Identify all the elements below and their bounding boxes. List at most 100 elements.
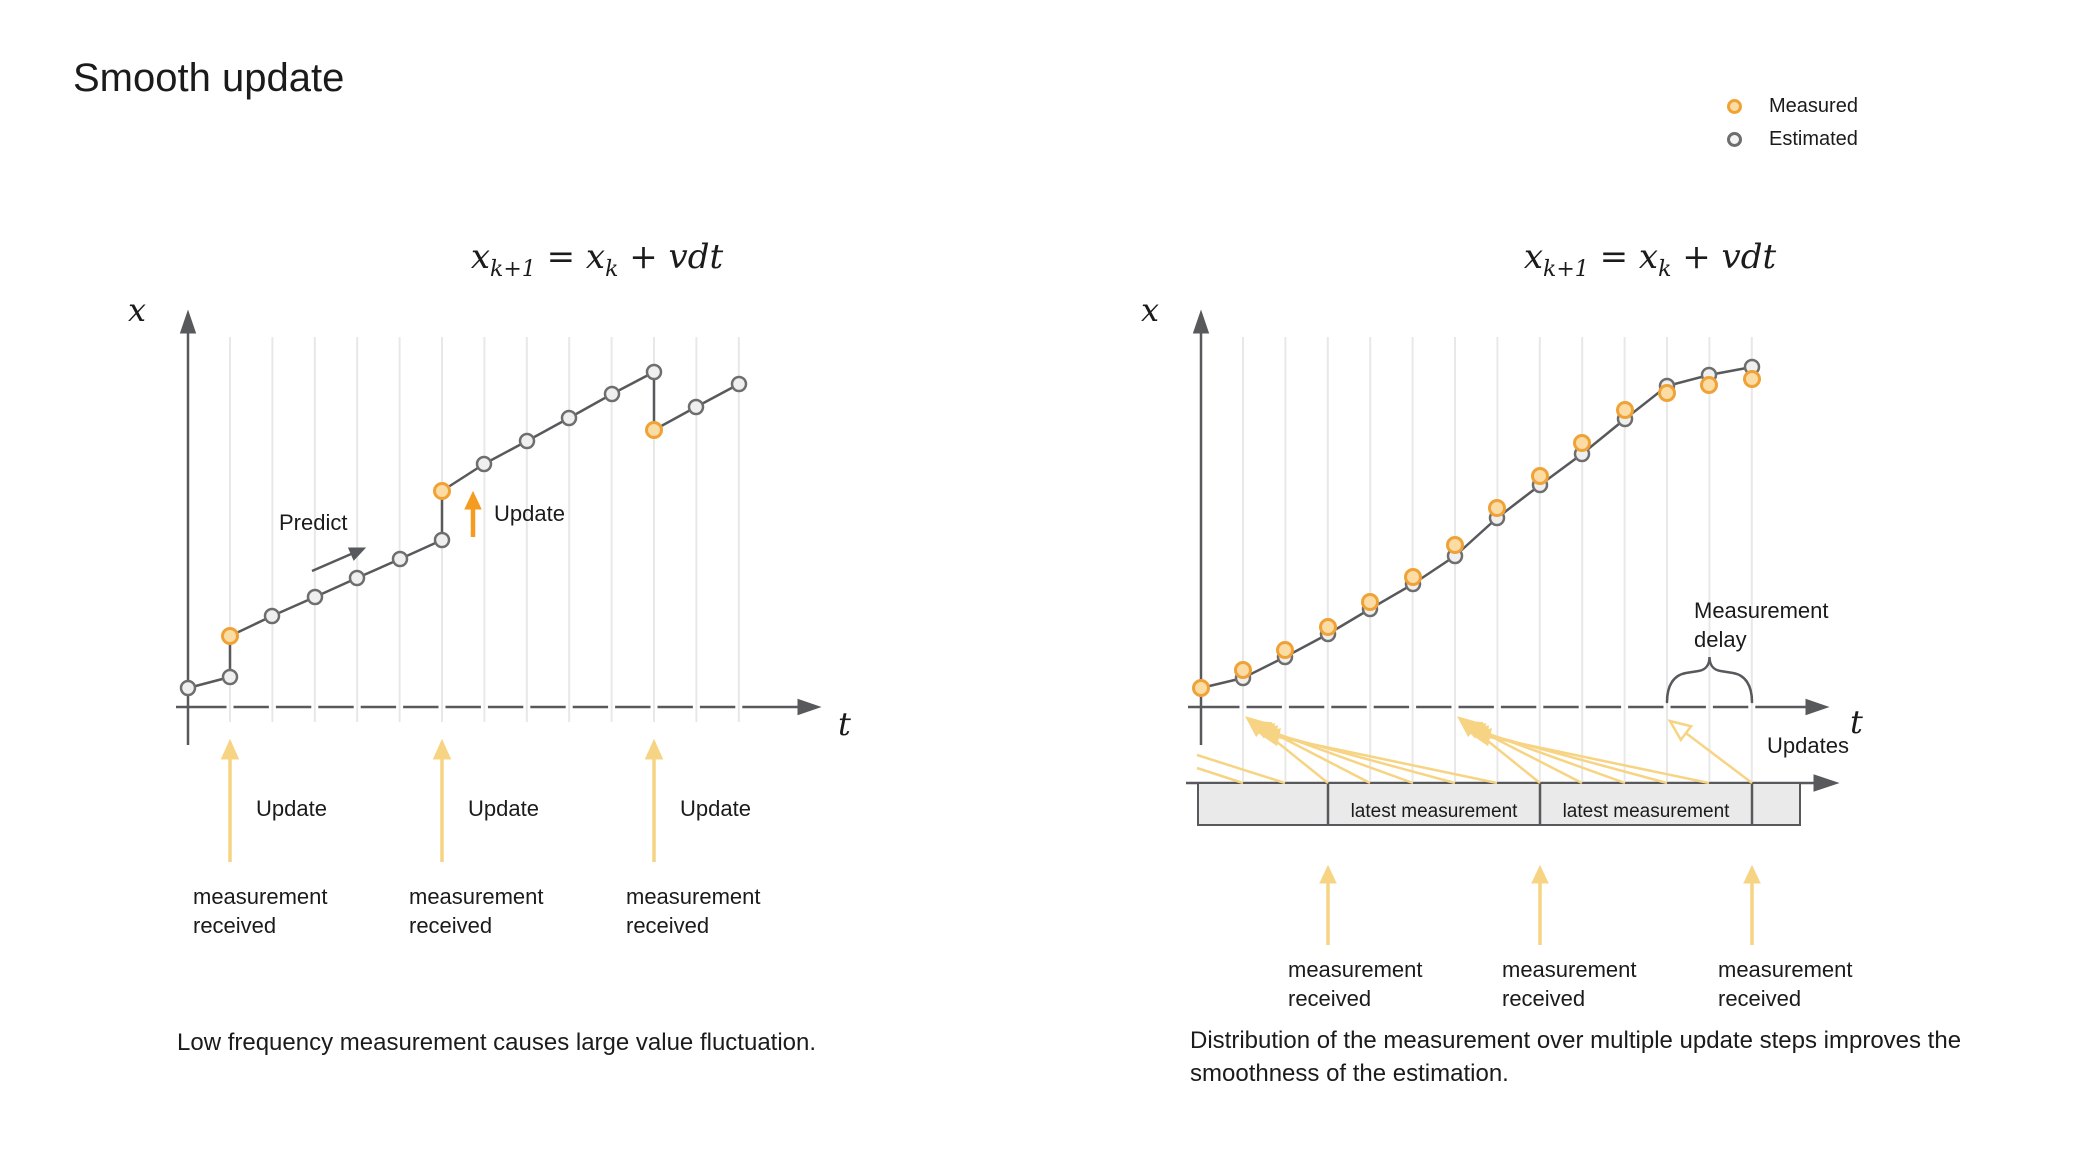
- measurement-received-line1: measurement: [1718, 957, 1853, 982]
- measurement-received-line1: measurement: [626, 884, 761, 909]
- measured-point: [1658, 384, 1676, 402]
- left-t-axis-head: [797, 698, 822, 716]
- measured-point: [1319, 618, 1337, 636]
- measurement-received-label: measurement received: [1502, 955, 1637, 1013]
- measurement-received-line1: measurement: [1288, 957, 1423, 982]
- page-title: Smooth update: [73, 56, 345, 100]
- legend-label-estimated: Estimated: [1769, 128, 1858, 150]
- updates-bar: [1197, 782, 1801, 826]
- measurement-received-label: measurement received: [193, 882, 328, 940]
- update-arrow-label: Update: [468, 796, 539, 821]
- estimated-point: [306, 588, 324, 606]
- formula-sub-k: k: [1658, 256, 1672, 282]
- measured-point: [221, 627, 239, 645]
- measured-point: [1488, 499, 1506, 517]
- measured-point: [1192, 679, 1210, 697]
- measured-point: [1616, 401, 1634, 419]
- formula-mid: = x: [535, 237, 606, 277]
- update-arrow-label: Update: [680, 796, 751, 821]
- fan-arrow-head: [1667, 719, 1694, 743]
- formula-tail: + vdt: [1671, 237, 1777, 277]
- measurement-received-line1: measurement: [409, 884, 544, 909]
- measured-point: [1404, 568, 1422, 586]
- estimated-point: [179, 679, 197, 697]
- legend-item-measured: Measured: [1727, 95, 1858, 118]
- measurement-received-line2: received: [1718, 986, 1802, 1011]
- measurement-arrow-head: [644, 738, 664, 760]
- measurement-arrow-head: [1319, 864, 1337, 884]
- updates-label: Updates: [1767, 733, 1849, 758]
- formula-x: x: [1523, 237, 1544, 277]
- measured-point: [1361, 593, 1379, 611]
- measured-point: [1446, 536, 1464, 554]
- formula-tail: + vdt: [618, 237, 724, 277]
- fan-arrow-head: [1257, 728, 1281, 747]
- estimated-point: [433, 531, 451, 549]
- measured-point: [1573, 434, 1591, 452]
- measured-point: [1700, 376, 1718, 394]
- measured-point: [1531, 467, 1549, 485]
- estimated-point: [348, 569, 366, 587]
- measurement-received-label: measurement received: [626, 882, 761, 940]
- left-y-axis-head: [179, 309, 197, 334]
- measured-point: [1276, 641, 1294, 659]
- estimated-point: [475, 455, 493, 473]
- measured-point: [1234, 661, 1252, 679]
- update-arrow-label: Update: [256, 796, 327, 821]
- measurement-delay-brace: [1665, 656, 1754, 704]
- measurement-received-label: measurement received: [409, 882, 544, 940]
- fan-arrow: [1482, 734, 1710, 785]
- estimated-point: [518, 432, 536, 450]
- measurement-delay-label: Measurement delay: [1694, 596, 1829, 654]
- right-t-axis-head: [1805, 698, 1830, 716]
- formula-sub-k: k: [605, 256, 619, 282]
- predict-label: Predict: [279, 510, 348, 535]
- legend-item-estimated: Estimated: [1727, 128, 1858, 151]
- latest-measurement-segment-label: latest measurement: [1562, 801, 1730, 822]
- right-plot-t-axis-label: t: [1850, 703, 1863, 741]
- fan-arrow-head: [1468, 728, 1492, 747]
- measured-point: [1743, 370, 1761, 388]
- right-formula: xk+1 = xk + vdt: [1500, 237, 1800, 282]
- measurement-arrow-head: [432, 738, 452, 760]
- measured-point: [433, 482, 451, 500]
- left-caption: Low frequency measurement causes large v…: [177, 1029, 817, 1056]
- formula-sub-k1: k+1: [1543, 256, 1589, 282]
- measurement-delay-line2: delay: [1694, 627, 1747, 652]
- measurement-received-line2: received: [1288, 986, 1372, 1011]
- fan-arrow: [1271, 734, 1498, 785]
- update-inline-label: Update: [494, 501, 565, 526]
- measured-point: [645, 421, 663, 439]
- measurement-arrow-head: [220, 738, 240, 760]
- measurement-received-line2: received: [626, 913, 710, 938]
- measured-marker-icon: [1727, 99, 1742, 114]
- estimated-point: [687, 398, 705, 416]
- formula-sub-k1: k+1: [490, 256, 536, 282]
- estimated-marker-icon: [1727, 132, 1742, 147]
- left-formula: xk+1 = xk + vdt: [447, 237, 747, 282]
- update-arrow-head: [464, 490, 482, 510]
- estimated-point: [221, 668, 239, 686]
- measurement-received-line1: measurement: [193, 884, 328, 909]
- estimated-point: [560, 409, 578, 427]
- estimated-point: [263, 607, 281, 625]
- right-plot-y-axis-label: x: [1141, 291, 1160, 329]
- left-plot-y-axis-label: x: [128, 291, 147, 329]
- legend-label-measured: Measured: [1769, 95, 1858, 117]
- estimated-point: [645, 363, 663, 381]
- measurement-delay-line1: Measurement: [1694, 598, 1829, 623]
- fan-line: [1196, 766, 1244, 785]
- estimated-point: [730, 375, 748, 393]
- latest-measurement-segment-label: latest measurement: [1350, 801, 1518, 822]
- formula-x: x: [470, 237, 491, 277]
- measurement-arrow-head: [1743, 864, 1761, 884]
- measurement-received-line1: measurement: [1502, 957, 1637, 982]
- formula-mid: = x: [1588, 237, 1659, 277]
- left-plot-t-axis-label: t: [838, 705, 851, 743]
- measurement-received-label: measurement received: [1718, 955, 1853, 1013]
- measurement-received-line2: received: [1502, 986, 1586, 1011]
- measurement-received-line2: received: [409, 913, 493, 938]
- fan-line: [1196, 753, 1286, 785]
